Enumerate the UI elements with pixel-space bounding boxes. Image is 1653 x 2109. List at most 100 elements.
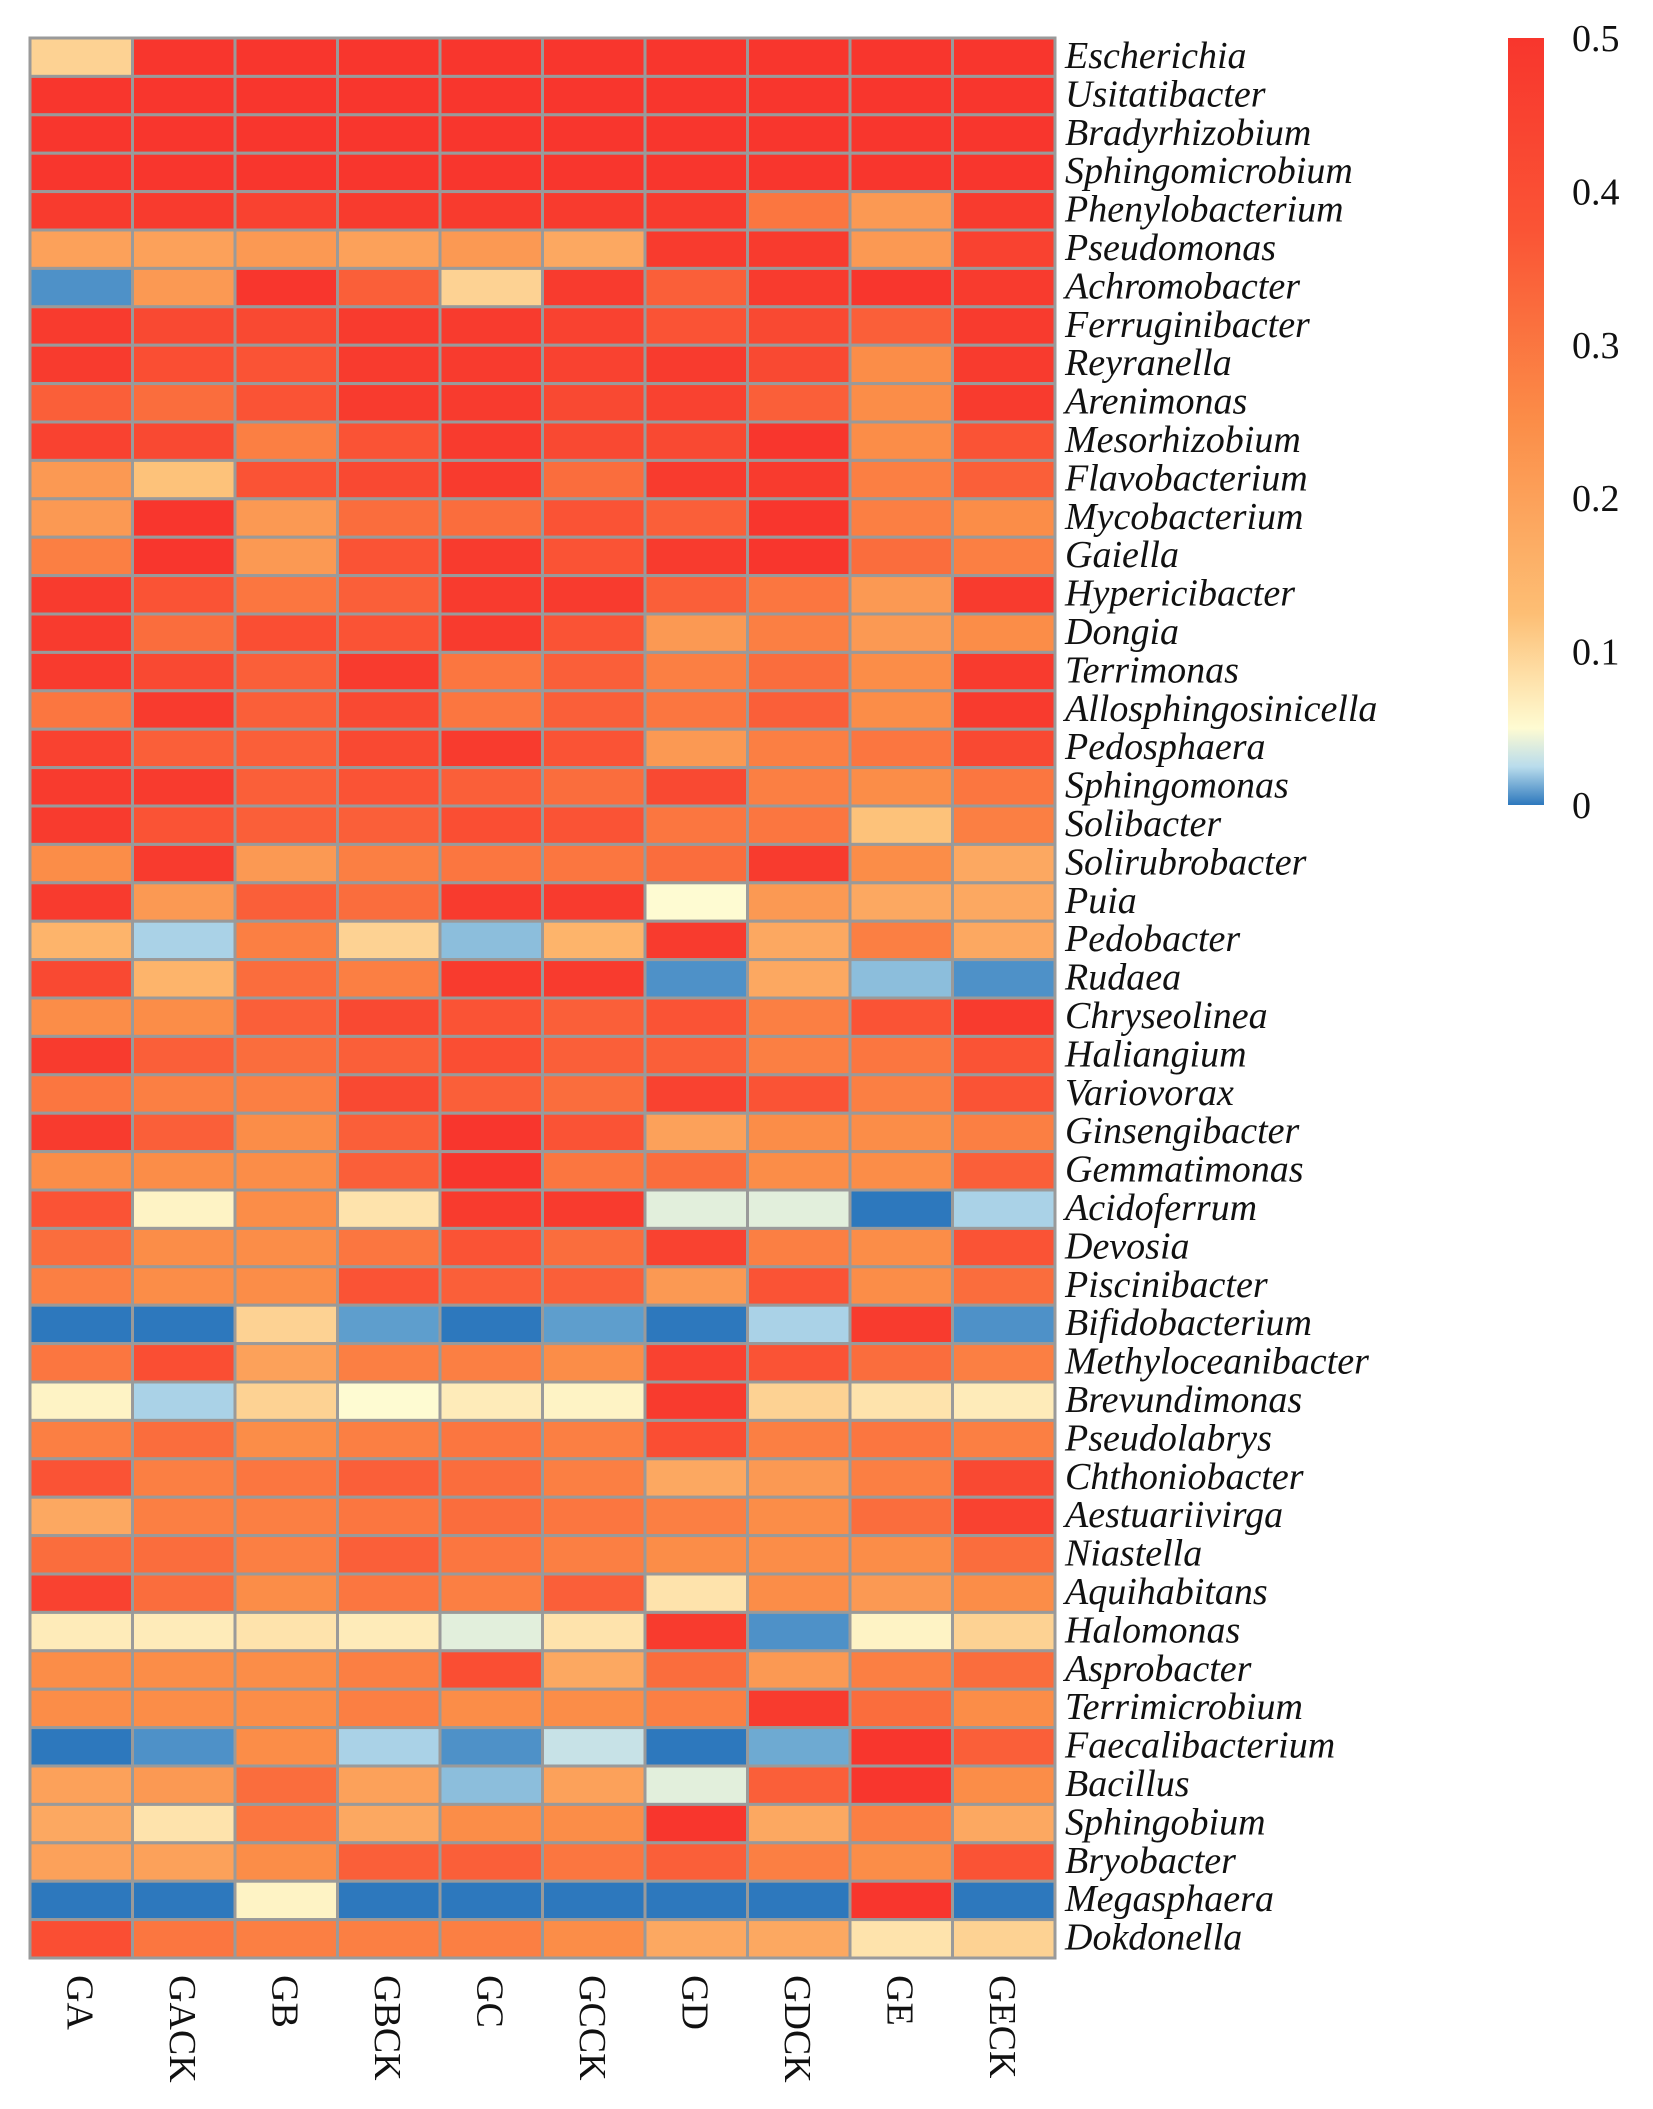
heatmap-cell-Dokdonella-GECK [951,1918,1057,1960]
heatmap-cell-Terrimicrobium-GA [28,1687,134,1730]
heatmap-cell-Flavobacterium-GC [438,458,544,501]
heatmap-cell-Halomonas-GD [643,1610,749,1653]
heatmap-cell-Escherichia-GD [643,36,749,78]
heatmap-cell-Mesorhizobium-GA [28,420,134,462]
row-label: Niastella [1064,1533,1202,1575]
heatmap-cell-Megasphaera-GB [233,1879,339,1922]
heatmap-cell-Ferruginibacter-GC [438,305,544,347]
heatmap-cell-Bifidobacterium-GA [28,1303,134,1346]
heatmap-cell-Asprobacter-GCCK [541,1649,647,1691]
heatmap-cell-Sphingobium-GECK [951,1802,1057,1845]
heatmap-cell-Brevundimonas-GECK [951,1380,1057,1422]
heatmap-cell-Aestuariivirga-GECK [951,1495,1057,1538]
heatmap-cell-Methyloceanibacter-GBCK [336,1342,442,1384]
heatmap-cell-Faecalibacterium-GC [438,1726,544,1768]
heatmap-cell-Halomonas-GBCK [336,1610,442,1653]
heatmap-cell-Dongia-GE [848,612,954,654]
heatmap-cell-Sphingomicrobium-GC [438,151,544,194]
heatmap-cell-Faecalibacterium-GCCK [541,1726,647,1768]
heatmap-cell-Mesorhizobium-GCCK [541,420,647,462]
heatmap-cell-Pedobacter-GB [233,919,339,962]
heatmap-cell-Arenimonas-GECK [951,382,1057,424]
heatmap-cell-Gaiella-GA [28,535,134,578]
heatmap-cell-Solirubrobacter-GCCK [541,842,647,885]
heatmap-cell-Allosphingosinicella-GECK [951,689,1057,731]
heatmap-cell-Puia-GECK [951,881,1057,923]
heatmap-cell-Solirubrobacter-GDCK [746,842,852,885]
heatmap-cell-Terrimicrobium-GDCK [746,1687,852,1730]
heatmap-cell-Brevundimonas-GC [438,1380,544,1422]
heatmap-cell-Ginsengibacter-GDCK [746,1111,852,1154]
heatmap-cell-Escherichia-GE [848,36,954,78]
heatmap-cell-Gaiella-GB [233,535,339,578]
heatmap-cell-Achromobacter-GA [28,266,134,309]
heatmap-cell-Allosphingosinicella-GE [848,689,954,731]
heatmap-cell-Niastella-GBCK [336,1534,442,1576]
heatmap-cell-Piscinibacter-GDCK [746,1265,852,1307]
heatmap-cell-Mesorhizobium-GDCK [746,420,852,462]
heatmap-cell-Variovorax-GE [848,1073,954,1115]
heatmap-cell-Flavobacterium-GA [28,458,134,501]
heatmap-cell-Usitatibacter-GD [643,74,749,117]
heatmap-cell-Achromobacter-GC [438,266,544,309]
heatmap-cell-Halomonas-GECK [951,1610,1057,1653]
heatmap-cell-Allosphingosinicella-GA [28,689,134,731]
heatmap-cell-Faecalibacterium-GECK [951,1726,1057,1768]
heatmap-cell-Phenylobacterium-GECK [951,190,1057,232]
heatmap-cell-Niastella-GC [438,1534,544,1576]
heatmap-cell-Sphingomonas-GACK [131,766,237,808]
heatmap-cell-Mesorhizobium-GACK [131,420,237,462]
heatmap-cell-Achromobacter-GD [643,266,749,309]
heatmap-cell-Flavobacterium-GACK [131,458,237,501]
heatmap-cell-Bacillus-GBCK [336,1764,442,1806]
row-label: Flavobacterium [1064,457,1308,499]
heatmap-cell-Phenylobacterium-GD [643,190,749,232]
heatmap-cell-Acidoferrum-GB [233,1188,339,1230]
heatmap-cell-Hypericibacter-GC [438,574,544,616]
heatmap-cell-Phenylobacterium-GACK [131,190,237,232]
heatmap-cell-Solirubrobacter-GA [28,842,134,885]
heatmap-cell-Usitatibacter-GB [233,74,339,117]
heatmap-cell-Aestuariivirga-GC [438,1495,544,1538]
heatmap-cell-Gaiella-GE [848,535,954,578]
heatmap-cell-Terrimicrobium-GACK [131,1687,237,1730]
heatmap-cell-Usitatibacter-GDCK [746,74,852,117]
row-label: Gemmatimonas [1065,1149,1304,1191]
heatmap-cell-Gemmatimonas-GBCK [336,1150,442,1192]
heatmap-cell-Bryobacter-GB [233,1841,339,1883]
heatmap-cell-Haliangium-GCCK [541,1034,647,1077]
heatmap-cell-Ginsengibacter-GECK [951,1111,1057,1154]
heatmap-cell-Solibacter-GACK [131,804,237,846]
heatmap-cell-Flavobacterium-GE [848,458,954,501]
heatmap-cell-Rudaea-GACK [131,958,237,1000]
row-label: Allosphingosinicella [1062,688,1377,730]
heatmap-cell-Terrimicrobium-GC [438,1687,544,1730]
heatmap-cell-Aquihabitans-GCCK [541,1572,647,1614]
heatmap-cell-Variovorax-GBCK [336,1073,442,1115]
heatmap-cell-Sphingomonas-GC [438,766,544,808]
heatmap-cell-Aquihabitans-GA [28,1572,134,1614]
heatmap-cell-Gaiella-GBCK [336,535,442,578]
heatmap-cell-Bryobacter-GD [643,1841,749,1883]
heatmap-cell-Dokdonella-GD [643,1918,749,1960]
heatmap-cell-Hypericibacter-GACK [131,574,237,616]
colorbar-ticks: 0.5 0.4 0.3 0.2 0.1 0 [1572,18,1620,827]
heatmap-cell-Haliangium-GC [438,1034,544,1077]
heatmap-cell-Solibacter-GDCK [746,804,852,846]
heatmap-cell-Asprobacter-GACK [131,1649,237,1691]
heatmap-cell-Megasphaera-GDCK [746,1879,852,1922]
colorbar-gradient [1508,38,1544,805]
heatmap-cell-Mesorhizobium-GD [643,420,749,462]
heatmap-cell-Gaiella-GD [643,535,749,578]
heatmap-cell-Dokdonella-GC [438,1918,544,1960]
heatmap-cell-Asprobacter-GB [233,1649,339,1691]
heatmap-cell-Puia-GCCK [541,881,647,923]
heatmap-cell-Ginsengibacter-GCCK [541,1111,647,1154]
heatmap-cell-Chthoniobacter-GE [848,1457,954,1499]
heatmap-cell-Pedosphaera-GBCK [336,727,442,770]
heatmap-cell-Solibacter-GD [643,804,749,846]
heatmap-cell-Chthoniobacter-GC [438,1457,544,1499]
heatmap-cell-Faecalibacterium-GE [848,1726,954,1768]
heatmap-cell-Bradyrhizobium-GC [438,113,544,155]
heatmap-cell-Chthoniobacter-GCCK [541,1457,647,1499]
